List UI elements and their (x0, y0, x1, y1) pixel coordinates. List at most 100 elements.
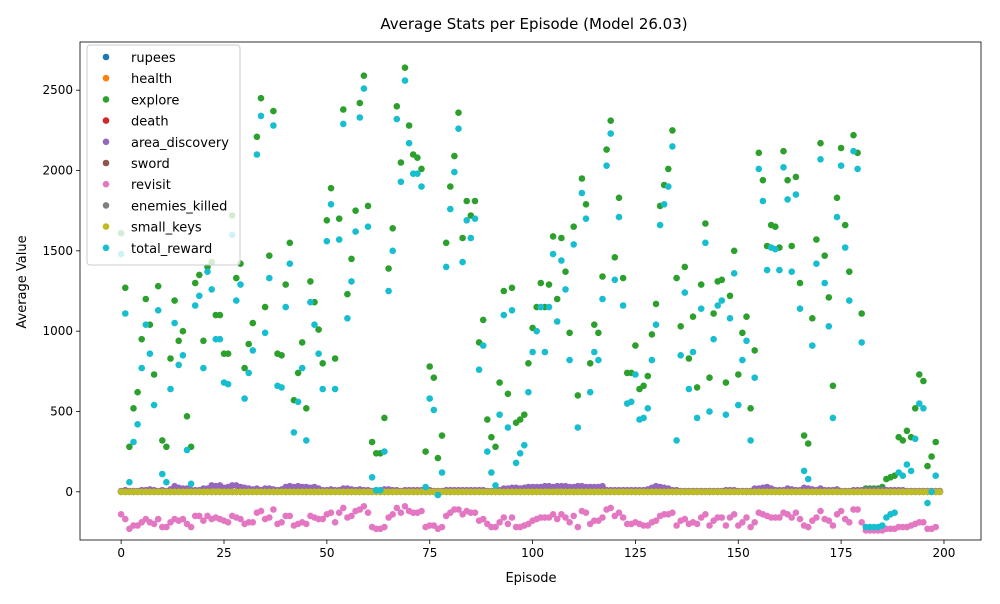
data-point (512, 459, 520, 467)
data-point (735, 401, 742, 409)
data-point (348, 278, 355, 285)
data-point (492, 523, 499, 531)
data-point (788, 242, 795, 250)
data-point (702, 511, 709, 518)
data-point (743, 514, 750, 521)
data-point (928, 453, 935, 460)
data-point (735, 371, 742, 378)
data-point (599, 273, 606, 280)
data-point (846, 297, 853, 304)
data-point (570, 241, 577, 248)
data-point (710, 310, 717, 317)
data-point (340, 504, 347, 512)
data-point (673, 274, 680, 282)
legend-label: explore (131, 93, 179, 108)
data-point (208, 286, 215, 293)
data-point (545, 281, 553, 288)
data-point (405, 122, 413, 129)
data-point (298, 364, 306, 372)
data-point (401, 64, 409, 71)
data-point (315, 350, 322, 358)
data-point (841, 221, 849, 229)
data-point (516, 416, 524, 423)
data-point (846, 519, 853, 526)
data-point (298, 339, 306, 346)
data-point (553, 515, 561, 523)
data-point (669, 509, 676, 516)
data-point (911, 405, 919, 412)
data-point (570, 223, 577, 230)
data-point (693, 414, 701, 422)
data-point (607, 130, 614, 137)
data-point (187, 523, 195, 531)
data-point (858, 310, 865, 317)
data-point (710, 335, 717, 343)
data-point (479, 342, 487, 349)
data-point (784, 176, 791, 184)
data-point (788, 268, 795, 276)
data-point (747, 523, 754, 531)
data-point (739, 519, 746, 526)
data-point (364, 223, 372, 230)
data-point (796, 515, 804, 523)
data-point (270, 506, 277, 513)
data-point (122, 515, 129, 523)
data-point (385, 265, 392, 272)
data-point (183, 413, 191, 420)
data-point (340, 120, 347, 128)
data-point (776, 514, 783, 521)
data-point (706, 374, 713, 382)
data-point (792, 173, 800, 181)
data-point (751, 347, 758, 354)
data-point (360, 503, 368, 510)
data-point (434, 454, 442, 462)
data-point (549, 250, 557, 258)
data-point (130, 438, 137, 446)
data-point (154, 307, 162, 314)
data-point (825, 323, 833, 330)
data-point (891, 509, 898, 516)
data-point (348, 512, 355, 520)
data-point (249, 347, 257, 354)
data-point (640, 414, 647, 422)
data-point (541, 348, 549, 356)
data-point (813, 514, 820, 521)
data-point (553, 295, 561, 303)
data-point (438, 469, 446, 476)
data-point (932, 523, 939, 531)
data-point (479, 515, 487, 523)
data-point (924, 499, 931, 507)
data-point (393, 103, 401, 110)
data-point (508, 514, 516, 521)
data-point (331, 385, 339, 393)
data-point (796, 305, 804, 313)
series-revisit (117, 503, 939, 534)
data-point (525, 388, 532, 396)
legend-marker (102, 96, 110, 103)
data-point (360, 72, 368, 79)
data-point (414, 154, 421, 161)
data-point (368, 438, 376, 446)
legend-label: health (131, 72, 172, 87)
data-point (455, 506, 462, 513)
data-point (697, 305, 705, 313)
data-point (286, 260, 294, 268)
y-tick-label: 500 (50, 404, 73, 418)
data-point (718, 297, 726, 304)
data-point (730, 270, 738, 277)
data-point (150, 401, 158, 409)
data-point (813, 236, 820, 243)
data-point (401, 77, 409, 84)
data-point (726, 315, 734, 322)
x-tick-label: 0 (117, 546, 125, 560)
data-point (286, 512, 294, 520)
data-point (492, 482, 499, 489)
data-point (249, 319, 257, 327)
data-point (126, 478, 133, 486)
data-point (154, 515, 162, 523)
data-point (932, 472, 939, 480)
data-point (730, 511, 738, 518)
data-point (916, 371, 923, 378)
